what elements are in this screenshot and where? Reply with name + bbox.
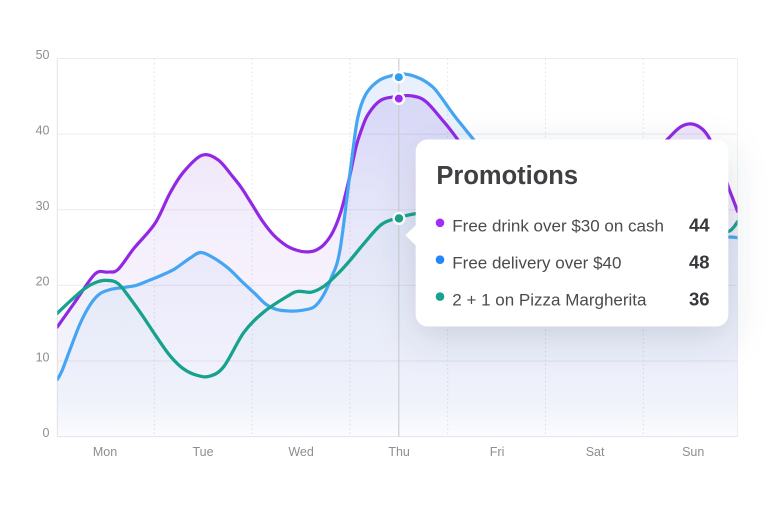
svg-text:Fri: Fri (490, 445, 505, 459)
svg-text:2 + 1 on Pizza Margherita: 2 + 1 on Pizza Margherita (452, 290, 647, 309)
svg-text:Sat: Sat (586, 445, 605, 459)
svg-text:30: 30 (36, 199, 50, 213)
svg-text:44: 44 (689, 215, 710, 236)
svg-text:10: 10 (36, 350, 50, 364)
svg-text:Wed: Wed (288, 445, 314, 459)
svg-text:50: 50 (36, 48, 50, 62)
svg-text:Thu: Thu (388, 445, 410, 459)
svg-text:Mon: Mon (93, 445, 117, 459)
svg-text:36: 36 (689, 288, 710, 309)
svg-text:Tue: Tue (192, 445, 213, 459)
svg-text:Free drink over $30 on cash: Free drink over $30 on cash (452, 217, 664, 236)
svg-text:0: 0 (43, 426, 50, 440)
svg-text:40: 40 (36, 123, 50, 137)
svg-text:Sun: Sun (682, 445, 704, 459)
svg-text:Free delivery over $40: Free delivery over $40 (452, 253, 621, 272)
svg-text:48: 48 (689, 251, 710, 272)
svg-text:20: 20 (36, 275, 50, 289)
svg-text:Promotions: Promotions (436, 162, 578, 190)
